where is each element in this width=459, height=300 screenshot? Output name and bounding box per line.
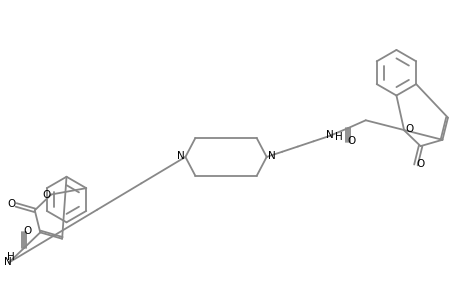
Text: O: O [23,226,32,236]
Text: H: H [7,253,15,262]
Text: O: O [7,199,15,209]
Text: O: O [416,159,424,169]
Text: O: O [42,190,50,200]
Text: N: N [176,151,184,161]
Text: O: O [404,124,412,134]
Text: N: N [325,130,333,140]
Text: N: N [267,151,275,161]
Text: O: O [347,136,355,146]
Text: N: N [4,257,12,267]
Text: H: H [334,132,342,142]
